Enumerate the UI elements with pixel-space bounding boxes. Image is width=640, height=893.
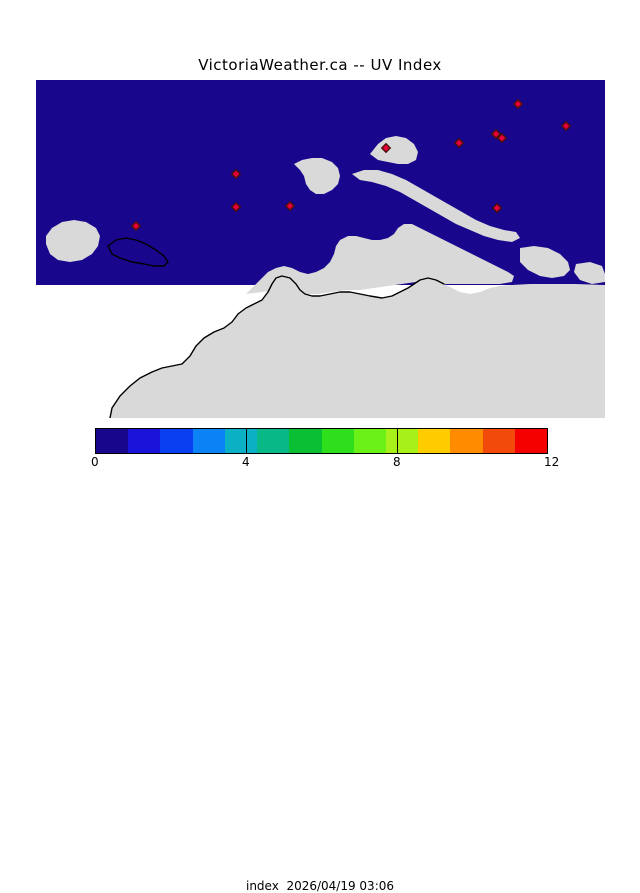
colorbar-tick-label-4: 4 <box>242 455 250 469</box>
colorbar-tick-label-0: 0 <box>91 455 99 469</box>
land-lower-mainland <box>36 276 605 418</box>
land-island-upper <box>294 158 340 194</box>
map-graphic <box>36 80 605 418</box>
colorbar-tick-label-12: 12 <box>544 455 560 469</box>
station-marker[interactable] <box>512 98 524 110</box>
colorbar-tickline-4 <box>246 428 247 454</box>
colorbar-caption: index 2026/04/19 03:06 <box>245 879 395 893</box>
land-western-nub <box>46 220 100 262</box>
page-title: VictoriaWeather.ca -- UV Index <box>198 56 442 74</box>
land-saanich-peninsula <box>246 224 514 294</box>
colorbar-segment-0 <box>96 429 129 453</box>
station-marker[interactable] <box>130 220 142 232</box>
colorbar-segment-3 <box>192 429 225 453</box>
colorbar-segment-11 <box>450 429 483 453</box>
station-marker[interactable] <box>453 137 465 149</box>
coastline-mainland <box>109 275 445 418</box>
station-marker[interactable] <box>284 200 296 212</box>
station-marker[interactable] <box>491 202 503 214</box>
colorbar-segment-9 <box>385 429 419 453</box>
colorbar-segment-8 <box>353 429 386 453</box>
colorbar-tick-label-8: 8 <box>393 455 401 469</box>
land-eastern-nub-2 <box>574 262 605 284</box>
colorbar-area[interactable]: 0 4 8 12 index 2026/04/19 03:06 <box>0 424 640 893</box>
map-canvas[interactable] <box>0 78 640 418</box>
station-marker[interactable] <box>230 201 242 213</box>
colorbar-segment-2 <box>160 429 193 453</box>
uv-index-colorbar[interactable] <box>95 428 548 454</box>
coastline <box>107 237 445 418</box>
station-marker[interactable] <box>230 168 242 180</box>
colorbar-segment-5 <box>257 429 290 453</box>
land-gulf-islands-chain <box>352 170 520 242</box>
colorbar-segment-1 <box>128 429 161 453</box>
colorbar-tickline-8 <box>397 428 398 454</box>
land-eastern-nub <box>520 246 570 278</box>
station-marker[interactable] <box>496 132 508 144</box>
land-mass <box>36 136 605 418</box>
station-marker[interactable] <box>490 128 502 140</box>
colorbar-segment-7 <box>321 429 354 453</box>
station-marker-group[interactable] <box>130 98 572 232</box>
coastline-islet <box>107 237 169 267</box>
station-marker[interactable] <box>560 120 572 132</box>
colorbar-segment-12 <box>482 429 515 453</box>
colorbar-segment-10 <box>418 429 451 453</box>
colorbar-segment-4 <box>224 429 258 453</box>
land-northern-tip <box>370 136 418 164</box>
colorbar-segment-6 <box>289 429 322 453</box>
uv-index-map-page: VictoriaWeather.ca -- UV Index <box>0 56 640 893</box>
station-marker[interactable] <box>380 142 392 154</box>
colorbar-segment-13 <box>514 429 548 453</box>
